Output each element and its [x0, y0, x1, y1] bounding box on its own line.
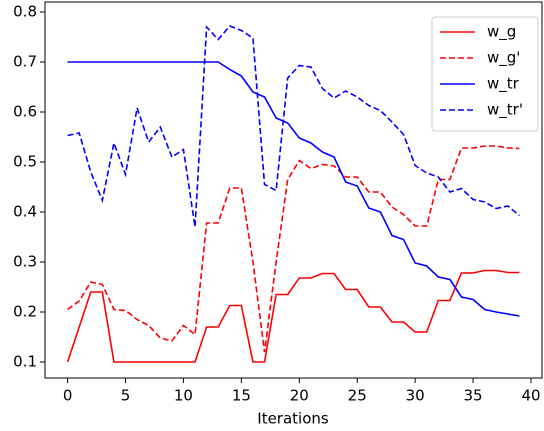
legend-box	[431, 16, 539, 132]
x-tick-label: 0	[63, 387, 73, 405]
y-tick-label: 0.8	[13, 3, 37, 21]
y-tick-label: 0.4	[13, 203, 37, 221]
y-tick-label: 0.3	[13, 253, 37, 271]
y-tick-label: 0.6	[13, 103, 37, 121]
series-line	[67, 25, 520, 228]
series-line	[67, 61, 520, 317]
legend-label: w_tr'	[487, 101, 523, 120]
y-tick-label: 0.2	[13, 303, 37, 321]
legend-label: w_g'	[487, 49, 520, 68]
y-tick-label: 0.5	[13, 153, 37, 171]
legend-label: w_tr	[487, 75, 520, 94]
x-tick-label: 5	[121, 387, 131, 405]
x-tick-label: 35	[464, 387, 483, 405]
x-axis-label: Iterations	[257, 410, 329, 428]
plot-frame	[44, 1, 543, 379]
series-line	[66, 269, 520, 363]
series-line	[67, 145, 520, 353]
x-tick-label: 25	[348, 387, 367, 405]
x-tick-label: 40	[521, 387, 540, 405]
legend-label: w_g	[487, 23, 516, 42]
y-tick-label: 0.7	[13, 53, 37, 71]
x-tick-label: 10	[174, 387, 193, 405]
x-tick-label: 20	[290, 387, 309, 405]
x-tick-label: 15	[232, 387, 251, 405]
y-tick-label: 0.1	[13, 353, 37, 371]
x-tick-label: 30	[406, 387, 425, 405]
